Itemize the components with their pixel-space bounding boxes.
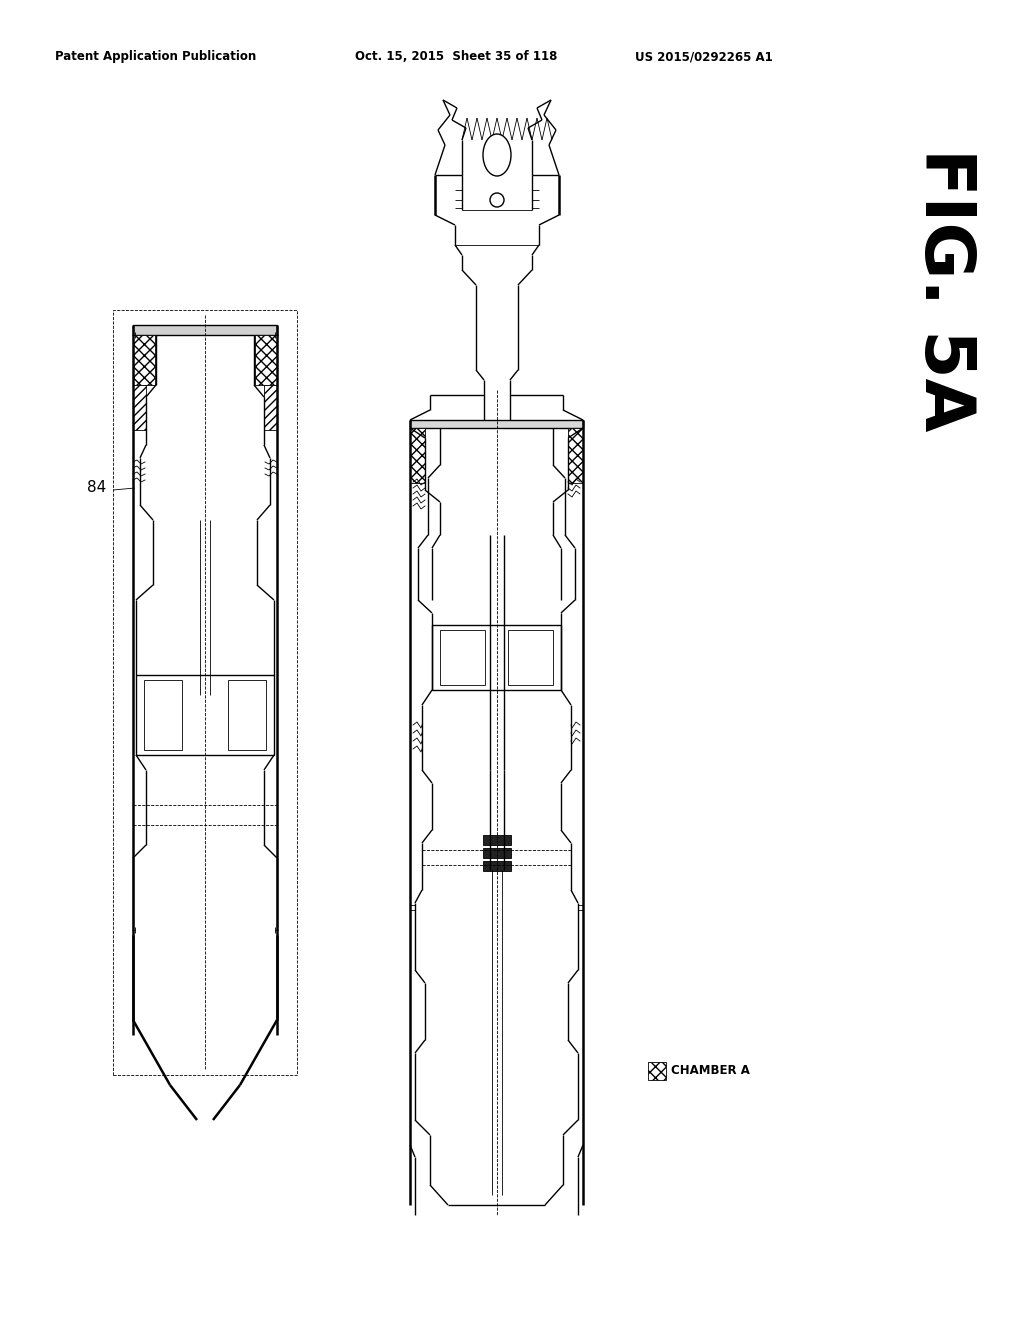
Ellipse shape [490,193,504,207]
Bar [136,675,274,755]
Bar [264,385,278,430]
Bar [113,310,297,1074]
Ellipse shape [483,135,511,176]
Bar [228,680,266,750]
Text: 84: 84 [87,480,106,495]
Bar [568,428,583,483]
Text: FIG. 5A: FIG. 5A [911,148,979,432]
Bar [133,325,278,335]
Bar [440,630,485,685]
Bar [144,680,182,750]
Text: Patent Application Publication: Patent Application Publication [55,50,256,63]
Bar [483,836,511,845]
Bar [432,624,561,690]
Bar [483,861,511,871]
Text: CHAMBER A: CHAMBER A [671,1064,750,1077]
Bar [133,385,146,430]
Bar [410,420,583,428]
Bar [255,335,278,385]
Bar [133,335,155,385]
Bar [508,630,553,685]
Text: US 2015/0292265 A1: US 2015/0292265 A1 [635,50,773,63]
Bar [410,428,425,483]
Bar [483,847,511,858]
Text: Oct. 15, 2015  Sheet 35 of 118: Oct. 15, 2015 Sheet 35 of 118 [355,50,557,63]
Bar [648,1063,666,1080]
